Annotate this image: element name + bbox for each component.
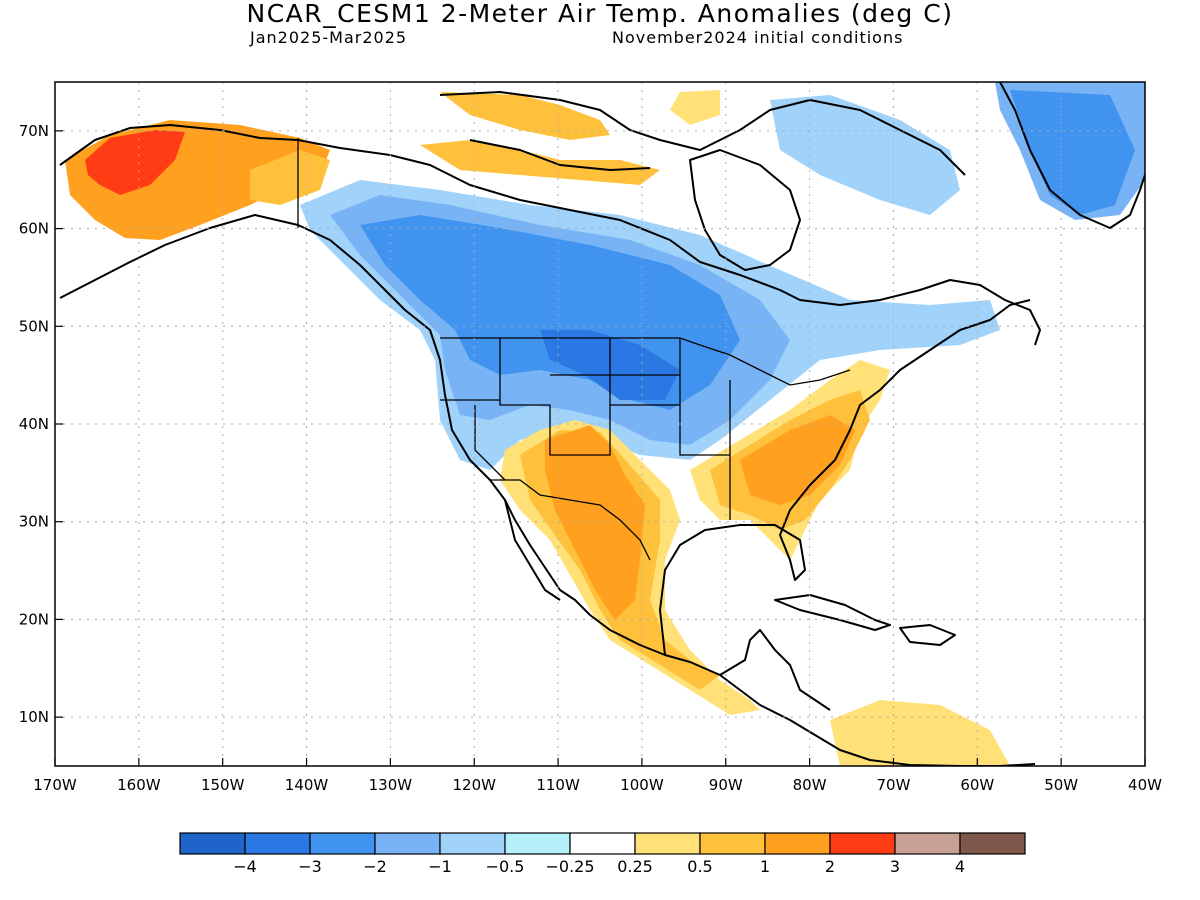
colorbar	[179, 832, 1026, 855]
colorbar-swatch	[179, 832, 246, 855]
colorbar-label: −3	[298, 857, 322, 876]
latitude-labels: 70N 60N 50N 40N 30N 20N 10N	[19, 122, 49, 726]
colorbar-swatch	[764, 832, 831, 855]
colorbar-swatch	[894, 832, 961, 855]
colorbar-label: −1	[428, 857, 452, 876]
colorbar-label: 0.25	[617, 857, 653, 876]
longitude-label: 170W	[33, 776, 77, 794]
longitude-label: 40W	[1128, 776, 1162, 794]
longitude-label: 80W	[793, 776, 827, 794]
coast-hispaniola	[899, 624, 956, 646]
forecast-period: Jan2025-Mar2025	[250, 28, 408, 47]
colorbar-swatch	[244, 832, 311, 855]
colorbar-label: −0.5	[486, 857, 525, 876]
border-us-canada	[440, 337, 851, 386]
longitude-label: 140W	[285, 776, 329, 794]
colorbar-label: 3	[890, 857, 900, 876]
graticule	[55, 82, 1145, 766]
colorbar-swatch	[699, 832, 766, 855]
longitude-label: 120W	[452, 776, 496, 794]
anomaly-arctic-warm-west	[440, 92, 610, 140]
political-borders	[297, 138, 851, 561]
anomaly-arctic-warm-center	[420, 140, 660, 185]
colorbar-label: 2	[825, 857, 835, 876]
longitude-label: 150W	[201, 776, 245, 794]
coast-hudson-bay	[689, 149, 801, 271]
colorbar-swatch	[829, 832, 896, 855]
longitude-label: 100W	[620, 776, 664, 794]
longitude-label: 50W	[1044, 776, 1078, 794]
coast-central-america	[719, 629, 831, 711]
coast-arctic-islands	[439, 91, 966, 176]
coast-greenland	[999, 82, 1145, 229]
latitude-label: 10N	[19, 708, 49, 726]
anomaly-alaska-hot	[85, 130, 185, 195]
longitude-label: 110W	[536, 776, 580, 794]
border-us-mexico	[490, 479, 651, 561]
axis-ticks	[54, 130, 1146, 766]
anomaly-caribbean-warm	[830, 700, 1010, 766]
anomaly-greenland-cool	[1010, 90, 1135, 215]
colorbar-swatch	[374, 832, 441, 855]
longitude-labels: 170W 160W 150W 140W 130W 120W 110W 100W 90W 80W 70…	[33, 776, 1162, 794]
latitude-label: 20N	[19, 610, 49, 628]
initial-conditions: November2024 initial conditions	[612, 28, 904, 47]
colorbar-labels: −4 −3 −2 −1 −0.5 −0.25 0.25 0.5 1 2 3 4	[233, 857, 965, 876]
anomaly-alaska-fringe	[250, 150, 330, 205]
colorbar-label: −0.25	[545, 857, 594, 876]
colorbar-label: −2	[363, 857, 387, 876]
coast-gulf	[659, 299, 1031, 656]
latitude-label: 40N	[19, 415, 49, 433]
latitude-label: 70N	[19, 122, 49, 140]
colorbar-label: −4	[233, 857, 257, 876]
coast-baja	[504, 499, 561, 601]
map-title: NCAR_CESM1 2-Meter Air Temp. Anomalies (…	[246, 0, 954, 28]
longitude-label: 130W	[369, 776, 413, 794]
coast-cuba	[774, 594, 891, 631]
colorbar-swatch	[504, 832, 571, 855]
anomaly-southwest-warm-strong	[545, 425, 645, 620]
longitude-label: 60W	[960, 776, 994, 794]
border-states	[440, 338, 731, 520]
colorbar-label: 4	[955, 857, 965, 876]
colorbar-label: 1	[760, 857, 770, 876]
colorbar-swatch	[439, 832, 506, 855]
coast-north-america	[59, 214, 1036, 766]
colorbar-swatch	[309, 832, 376, 855]
coastlines	[59, 82, 1145, 766]
anomaly-fields	[65, 82, 1145, 766]
anomaly-arctic-warm-east	[670, 90, 720, 125]
colorbar-swatch	[569, 832, 636, 855]
anomaly-southeast-warm-strong	[740, 415, 855, 505]
anomaly-labrador-cool	[770, 95, 960, 215]
colorbar-swatch	[959, 832, 1026, 855]
longitude-label: 70W	[877, 776, 911, 794]
colorbar-swatch	[634, 832, 701, 855]
latitude-label: 60N	[19, 220, 49, 238]
colorbar-label: 0.5	[687, 857, 712, 876]
latitude-label: 30N	[19, 513, 49, 531]
latitude-label: 50N	[19, 317, 49, 335]
coast-arctic	[59, 124, 1041, 346]
longitude-label: 90W	[709, 776, 743, 794]
longitude-label: 160W	[117, 776, 161, 794]
